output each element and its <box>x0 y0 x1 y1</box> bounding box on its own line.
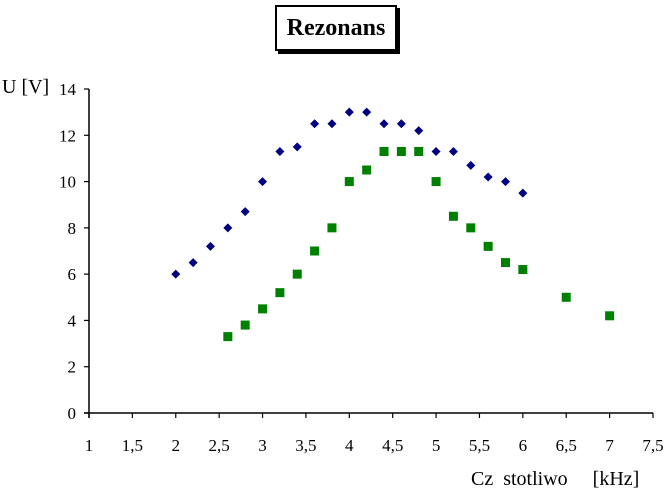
data-point-series-1 <box>483 172 493 182</box>
data-point-series-1 <box>240 207 250 217</box>
data-point-series-1 <box>414 126 424 136</box>
x-tick-label: 2 <box>172 436 181 455</box>
data-point-series-2 <box>292 269 302 279</box>
data-point-series-1 <box>500 177 510 187</box>
data-point-series-1 <box>188 258 198 268</box>
x-tick-label: 1,5 <box>122 436 143 455</box>
data-point-series-1 <box>275 146 285 156</box>
data-point-series-1 <box>518 188 528 198</box>
y-tick-label: 0 <box>68 404 77 423</box>
x-tick-label: 1 <box>85 436 94 455</box>
data-point-series-1 <box>431 146 441 156</box>
x-tick-label: 7,5 <box>642 436 663 455</box>
data-point-series-1 <box>466 160 476 170</box>
data-point-series-1 <box>327 119 337 129</box>
data-point-series-1 <box>310 119 320 129</box>
y-tick-label: 12 <box>59 126 76 145</box>
data-point-series-1 <box>448 146 458 156</box>
y-axis-label: U [V] <box>2 76 50 98</box>
y-tick-label: 6 <box>68 265 77 284</box>
y-tick-label: 2 <box>68 358 77 377</box>
data-point-series-1 <box>205 241 215 251</box>
data-point-series-2 <box>362 165 372 175</box>
y-tick-label: 10 <box>59 173 76 192</box>
x-tick-label: 3 <box>258 436 267 455</box>
data-point-series-2 <box>431 177 441 187</box>
x-tick-label: 6,5 <box>556 436 577 455</box>
data-point-series-1 <box>396 119 406 129</box>
data-point-series-1 <box>362 107 372 117</box>
data-point-series-1 <box>223 223 233 233</box>
data-point-series-2 <box>605 311 615 321</box>
data-point-series-2 <box>240 320 250 330</box>
x-tick-label: 3,5 <box>295 436 316 455</box>
y-tick-label: 4 <box>68 311 77 330</box>
data-point-series-2 <box>344 177 354 187</box>
data-point-series-2 <box>327 223 337 233</box>
chart-title: Rezonans <box>275 5 397 51</box>
x-tick-label: 2,5 <box>209 436 230 455</box>
data-point-series-2 <box>561 292 571 302</box>
x-tick-label: 6 <box>519 436 528 455</box>
data-point-series-2 <box>396 146 406 156</box>
data-point-series-2 <box>448 211 458 221</box>
x-tick-label: 5 <box>432 436 441 455</box>
data-point-series-1 <box>379 119 389 129</box>
x-axis-label: Cz stotliwo [kHz] <box>471 468 640 490</box>
x-tick-label: 4,5 <box>382 436 403 455</box>
data-point-series-1 <box>258 177 268 187</box>
data-point-series-2 <box>275 288 285 298</box>
x-tick-label: 5,5 <box>469 436 490 455</box>
x-tick-label: 4 <box>345 436 354 455</box>
y-tick-label: 8 <box>68 219 77 238</box>
data-point-series-2 <box>500 258 510 268</box>
data-point-series-2 <box>518 265 528 275</box>
y-tick-label: 14 <box>59 80 77 99</box>
x-tick-label: 7 <box>605 436 614 455</box>
data-point-series-2 <box>483 241 493 251</box>
data-point-series-2 <box>258 304 268 314</box>
data-point-series-2 <box>466 223 476 233</box>
data-point-series-2 <box>379 146 389 156</box>
data-point-series-2 <box>310 246 320 256</box>
data-point-series-2 <box>223 332 233 342</box>
data-point-series-2 <box>414 146 424 156</box>
data-point-series-1 <box>171 269 181 279</box>
data-point-series-1 <box>344 107 354 117</box>
data-point-series-1 <box>292 142 302 152</box>
